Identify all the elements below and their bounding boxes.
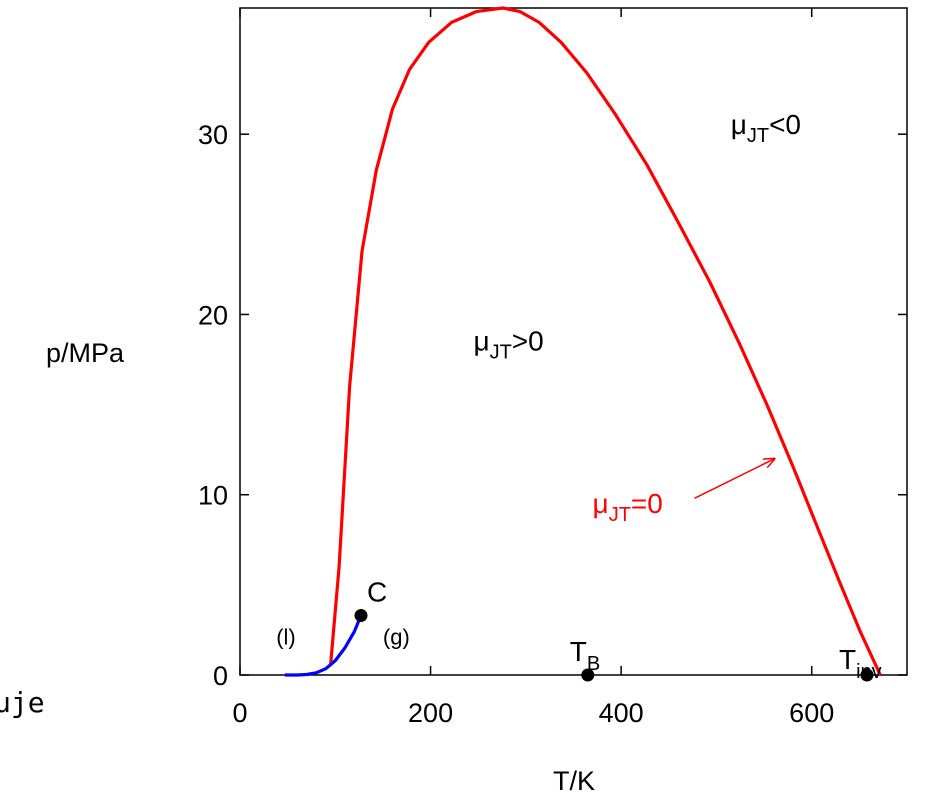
- x-axis-label: T/K: [553, 766, 595, 796]
- zero-line-arrow: [694, 459, 775, 500]
- annotation-main-text: (l): [276, 624, 296, 649]
- points-group: CTB Tinv: [354, 577, 882, 683]
- annotation-liq: (l): [276, 624, 296, 649]
- x-tick-label: 0: [232, 698, 247, 728]
- x-tick-label: 400: [599, 698, 644, 728]
- annotation-suffix: =0: [631, 488, 663, 519]
- y-tick-label: 0: [213, 661, 228, 691]
- tick-group: 0 200 400 600 0 10 20 30: [198, 8, 907, 728]
- point-label-main: C: [367, 577, 387, 608]
- point-label: TB: [570, 636, 600, 675]
- annotation-zero: μJT=0: [593, 488, 663, 526]
- annotation-suffix: <0: [769, 109, 801, 140]
- left-fragment-text: uje: [0, 686, 45, 719]
- point-label: Tinv: [839, 644, 882, 683]
- annotation-neg: μJT<0: [731, 109, 801, 147]
- annotation-subscript: JT: [747, 125, 769, 147]
- point-label-main: T: [570, 636, 587, 667]
- annotation-suffix: >0: [512, 326, 544, 357]
- annotation-subscript: JT: [490, 342, 512, 364]
- plot-frame: [239, 7, 908, 676]
- point-label-sub: B: [587, 653, 600, 675]
- point-marker: [860, 668, 874, 682]
- annotation-pos: μJT>0: [473, 326, 543, 364]
- point-marker: [354, 609, 368, 623]
- y-axis-label: p/MPa: [46, 338, 125, 368]
- x-tick-label: 600: [789, 698, 834, 728]
- y-tick-label: 20: [198, 300, 228, 330]
- point-label-sub: inv: [856, 661, 882, 683]
- y-tick-label: 30: [198, 120, 228, 150]
- annotation-main-text: (g): [383, 624, 410, 649]
- annotation-subscript: JT: [609, 504, 631, 526]
- annotation-main-text: μ: [473, 326, 489, 357]
- point-label: C: [367, 577, 387, 608]
- annotation-main-text: μ: [731, 109, 747, 140]
- point-marker: [581, 668, 595, 682]
- annotation-main-text: μ: [593, 488, 609, 519]
- series-line-1: [284, 614, 363, 677]
- point-label-main: T: [839, 644, 856, 675]
- annotation-gas: (g): [383, 624, 410, 649]
- series-line-0: [328, 6, 882, 676]
- x-tick-label: 200: [408, 698, 453, 728]
- series-group: [284, 6, 882, 677]
- y-tick-label: 10: [198, 481, 228, 511]
